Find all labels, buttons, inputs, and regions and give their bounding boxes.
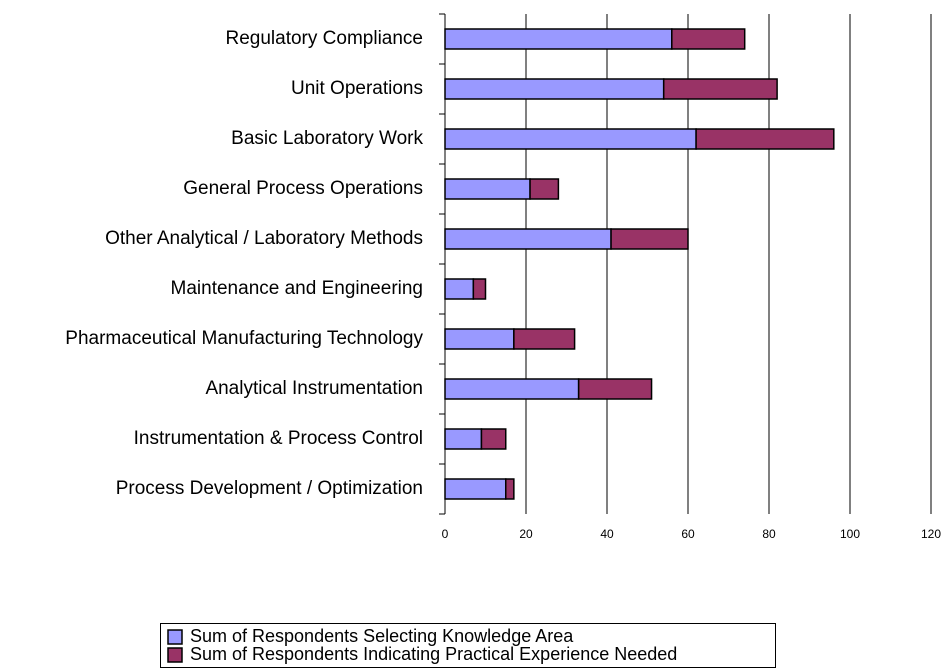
x-tick-label: 60 — [681, 527, 695, 541]
bar-segment — [444, 278, 475, 300]
legend-label: Sum of Respondents Selecting Knowledge A… — [190, 626, 574, 646]
y-tick-label: Unit Operations — [291, 78, 423, 99]
bar-segment — [444, 28, 673, 50]
bar-segment — [444, 328, 515, 350]
bar-segment — [472, 278, 487, 300]
bar-segment — [529, 178, 560, 200]
bar-segment — [444, 178, 531, 200]
y-tick-label: Analytical Instrumentation — [205, 378, 423, 399]
x-tick-label: 80 — [762, 527, 776, 541]
y-tick-label: Maintenance and Engineering — [171, 278, 423, 299]
legend-swatch — [167, 629, 183, 645]
bar-segment — [444, 78, 665, 100]
y-tick-label: Process Development / Optimization — [116, 478, 423, 499]
bar-segment — [610, 228, 689, 250]
y-tick-label: Basic Laboratory Work — [231, 128, 423, 149]
bar-segment — [444, 478, 507, 500]
x-tick-label: 120 — [921, 527, 941, 541]
y-tick-label: Regulatory Compliance — [226, 28, 424, 49]
bar-segment — [480, 428, 507, 450]
bar-segment — [513, 328, 576, 350]
bar-segment — [444, 128, 697, 150]
bar-segment — [662, 78, 778, 100]
y-tick-label: Pharmaceutical Manufacturing Technology — [65, 328, 423, 349]
x-tick-label: 40 — [600, 527, 614, 541]
bar-segment — [444, 428, 483, 450]
bar-segment — [695, 128, 835, 150]
y-tick-label: Other Analytical / Laboratory Methods — [105, 228, 423, 249]
x-tick-label: 100 — [840, 527, 860, 541]
bar-segment — [505, 478, 515, 500]
legend-swatch — [167, 647, 183, 663]
legend-label: Sum of Respondents Indicating Practical … — [190, 644, 677, 664]
y-tick-label: Instrumentation & Process Control — [134, 428, 423, 449]
x-tick-label: 20 — [519, 527, 533, 541]
y-tick-label: General Process Operations — [183, 178, 423, 199]
x-tick-label: 0 — [442, 527, 449, 541]
bar-segment — [444, 228, 612, 250]
bar-segment — [577, 378, 653, 400]
bar-segment — [671, 28, 746, 50]
legend-box — [160, 623, 776, 668]
bar-segment — [444, 378, 580, 400]
